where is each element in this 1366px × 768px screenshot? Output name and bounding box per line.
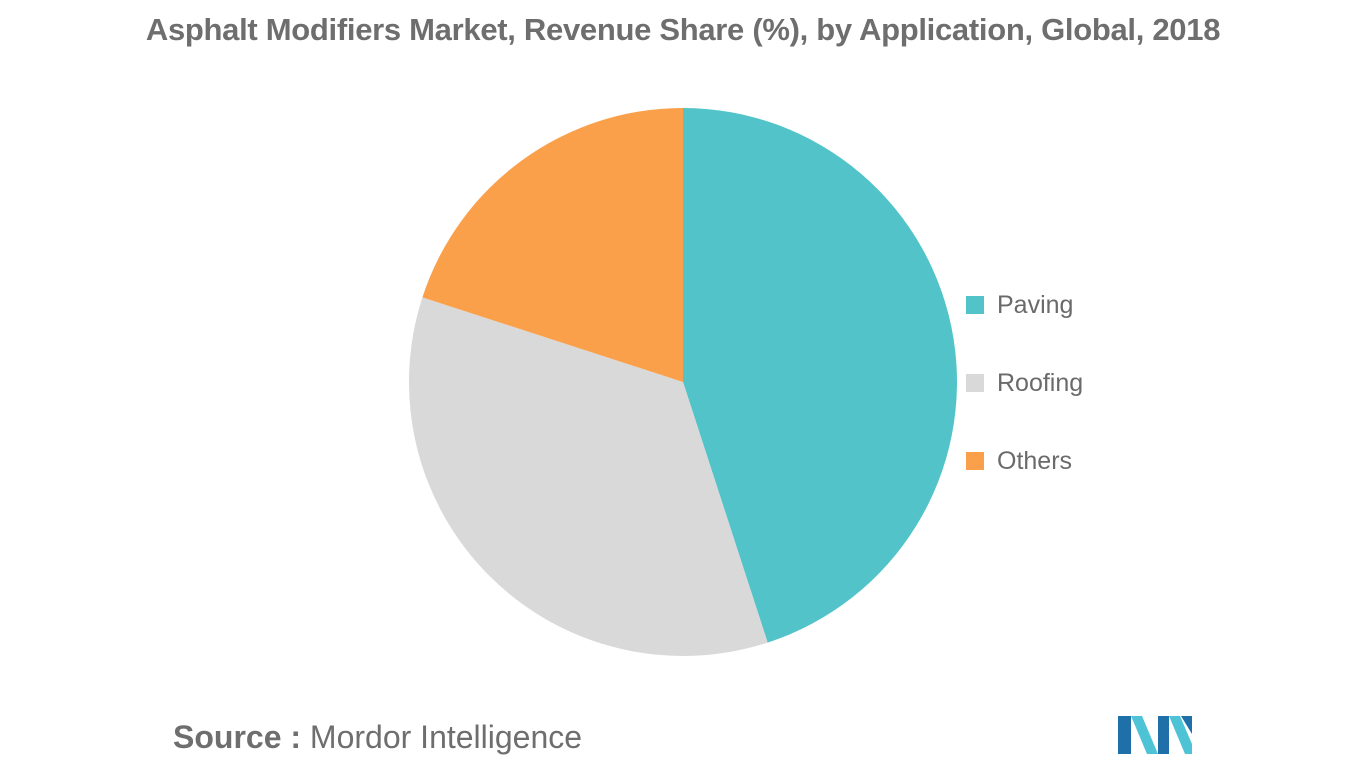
- legend-item-paving: Paving: [966, 285, 1083, 325]
- legend-item-others: Others: [966, 441, 1083, 481]
- logo-right-stroke: [1181, 716, 1192, 734]
- legend-swatch-roofing: [966, 374, 984, 392]
- logo-middle-stroke: [1158, 716, 1169, 754]
- legend-label-others: Others: [997, 446, 1073, 475]
- legend-swatch-paving: [966, 296, 984, 314]
- source-note: Source : Mordor Intelligence: [173, 719, 582, 756]
- legend-item-roofing: Roofing: [966, 363, 1083, 403]
- pie-slice-others: [422, 107, 683, 382]
- mordor-intelligence-logo-icon: [1118, 716, 1192, 754]
- pie-slice-paving: [683, 108, 958, 643]
- source-key: Source :: [173, 719, 302, 755]
- legend-label-roofing: Roofing: [997, 368, 1084, 397]
- logo-right-diagonal: [1169, 716, 1192, 754]
- pie-slice-roofing: [408, 297, 768, 657]
- chart-legend: Paving Roofing Others: [966, 285, 1083, 519]
- legend-label-paving: Paving: [997, 290, 1074, 319]
- chart-title: Asphalt Modifiers Market, Revenue Share …: [145, 12, 1221, 47]
- legend-swatch-others: [966, 452, 984, 470]
- source-value: Mordor Intelligence: [309, 719, 583, 755]
- logo-left-diagonal: [1131, 716, 1158, 754]
- logo-left-stroke: [1118, 716, 1131, 754]
